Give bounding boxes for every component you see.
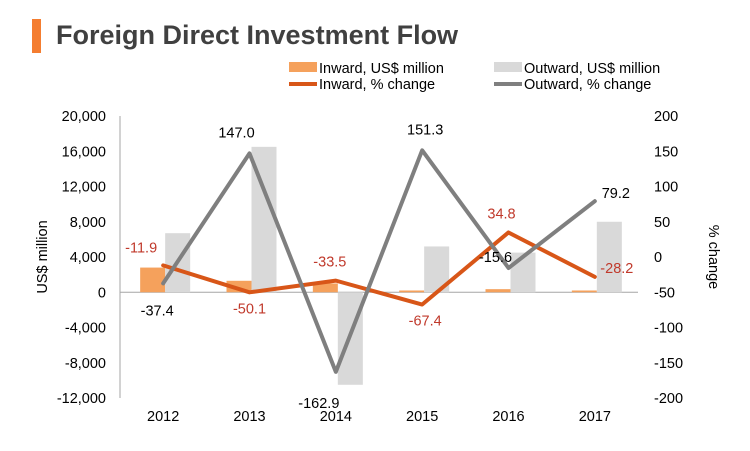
y-tick-label: -4,000 bbox=[65, 321, 106, 337]
inward-pct-label: -28.2 bbox=[600, 261, 633, 277]
inward-bar bbox=[571, 290, 597, 293]
inward-pct-label: -33.5 bbox=[313, 255, 346, 271]
x-tick-label: 2015 bbox=[406, 409, 438, 425]
y2-axis-title: % change bbox=[705, 225, 721, 290]
y2-tick-label: 200 bbox=[654, 109, 678, 125]
y2-tick-label: 150 bbox=[654, 144, 678, 160]
outward-pct-label: -15.6 bbox=[479, 250, 512, 266]
y-tick-label: -8,000 bbox=[65, 356, 106, 372]
y2-tick-label: 0 bbox=[654, 250, 662, 266]
chart-title: Foreign Direct Investment Flow bbox=[56, 20, 459, 50]
y2-tick-label: -50 bbox=[654, 285, 675, 301]
outward-pct-label: -37.4 bbox=[141, 303, 174, 319]
legend-inward-bar-swatch bbox=[289, 62, 317, 72]
y2-tick-label: -150 bbox=[654, 356, 683, 372]
outward-pct-label: 147.0 bbox=[218, 125, 254, 141]
y2-tick-label: 50 bbox=[654, 215, 670, 231]
inward-bar bbox=[312, 283, 338, 293]
y-tick-label: 4,000 bbox=[70, 250, 106, 266]
x-tick-label: 2013 bbox=[233, 409, 265, 425]
y2-tick-label: -100 bbox=[654, 321, 683, 337]
inward-pct-label: -50.1 bbox=[233, 301, 266, 317]
y-tick-label: 20,000 bbox=[62, 109, 106, 125]
x-tick-label: 2014 bbox=[320, 409, 352, 425]
inward-bar bbox=[140, 267, 166, 293]
inward-pct-label: 34.8 bbox=[487, 206, 515, 222]
y-tick-label: 12,000 bbox=[62, 180, 106, 196]
inward-bar bbox=[485, 289, 511, 293]
x-tick-label: 2017 bbox=[579, 409, 611, 425]
legend-inward-bar-label: Inward, US$ million bbox=[319, 61, 444, 77]
inward-bar bbox=[399, 290, 425, 293]
y-tick-label: 0 bbox=[98, 285, 106, 301]
legend-inward-line-label: Inward, % change bbox=[319, 77, 435, 93]
y-tick-label: -12,000 bbox=[57, 391, 106, 407]
title-accent-bar bbox=[32, 19, 41, 53]
y-tick-label: 16,000 bbox=[62, 144, 106, 160]
outward-bar bbox=[596, 221, 622, 293]
x-tick-label: 2012 bbox=[147, 409, 179, 425]
y2-tick-label: 100 bbox=[654, 180, 678, 196]
inward-bar bbox=[226, 280, 252, 293]
x-tick-label: 2016 bbox=[492, 409, 524, 425]
y-tick-label: 8,000 bbox=[70, 215, 106, 231]
legend-outward-line-label: Outward, % change bbox=[524, 77, 651, 93]
legend-outward-bar-label: Outward, US$ million bbox=[524, 61, 660, 77]
outward-pct-label: 79.2 bbox=[602, 186, 630, 202]
inward-pct-label: -67.4 bbox=[409, 314, 442, 330]
outward-pct-label: 151.3 bbox=[407, 122, 443, 138]
y-axis-title: US$ million bbox=[35, 220, 51, 293]
legend-outward-bar-swatch bbox=[494, 62, 522, 72]
inward-pct-label: -11.9 bbox=[125, 240, 157, 256]
y2-tick-label: -200 bbox=[654, 391, 683, 407]
inward-pct-line bbox=[161, 230, 597, 307]
outward-pct-label: -162.9 bbox=[298, 396, 339, 412]
outward-pct-line bbox=[161, 148, 597, 374]
